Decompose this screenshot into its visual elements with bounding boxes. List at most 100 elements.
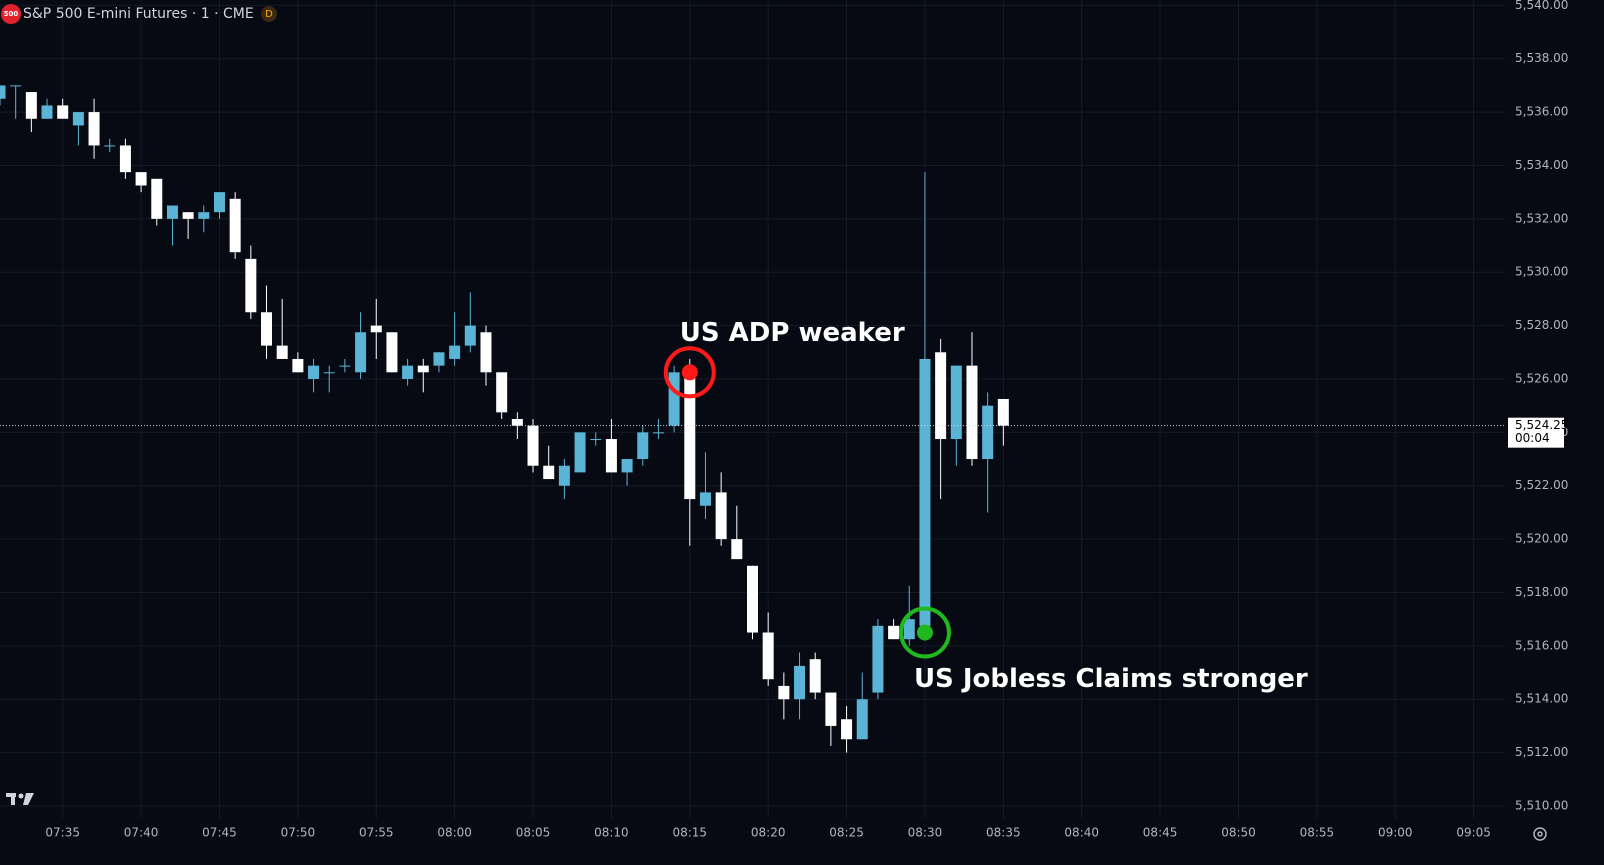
annotation-dot [681,364,698,381]
y-tick-label: 5,512.00 [1515,745,1568,759]
candle-body [511,419,523,426]
status-badge: D [265,9,273,20]
x-tick-label: 08:40 [1064,826,1099,840]
x-tick-label: 07:40 [124,826,159,840]
candle-body [72,112,84,126]
x-tick-label: 07:50 [281,826,316,840]
x-tick-label: 08:45 [1143,826,1178,840]
candle-body [684,372,696,500]
x-tick-label: 09:05 [1456,826,1491,840]
candle-body [966,365,978,460]
candle-body [198,212,210,219]
x-tick-label: 09:00 [1378,826,1413,840]
x-tick-label: 07:55 [359,826,394,840]
candle-body [370,325,382,333]
candle-body [339,365,351,367]
symbol-icon [1,4,21,24]
y-tick-label: 5,522.00 [1515,478,1568,492]
y-tick-label: 5,514.00 [1515,692,1568,706]
candle-body [794,665,806,700]
x-tick-label: 08:05 [516,826,551,840]
candle-body [809,659,821,693]
x-tick-label: 08:10 [594,826,629,840]
candle-body [25,92,37,119]
candle-body [480,332,492,373]
candle-body [778,685,790,700]
candle-body [261,312,273,346]
y-tick-label: 5,530.00 [1515,265,1568,279]
candle-body [292,358,304,373]
candle-body [747,565,758,633]
x-tick-label: 08:50 [1221,826,1256,840]
candle-body [182,212,194,219]
annotation-text: US ADP weaker [680,318,905,348]
candle-body [151,178,163,219]
candle-body [590,439,602,441]
candle-body [574,432,586,473]
candle-body [323,372,335,374]
candle-body [652,432,664,434]
y-tick-label: 5,532.00 [1515,211,1568,225]
symbol-title: S&P 500 E-mini Futures · 1 · CME [23,6,254,22]
candle-body [386,332,398,373]
y-tick-label: 5,538.00 [1515,51,1568,65]
annotation-text: US Jobless Claims stronger [914,664,1308,694]
overlay: 5,510.00 5,512.00 5,514.00 5,516.00 5,518.00… [0,0,1568,840]
x-tick-label: 08:20 [751,826,786,840]
x-tick-label: 08:35 [986,826,1021,840]
y-tick-label: 5,526.00 [1515,371,1568,385]
x-tick-label: 08:30 [908,826,943,840]
x-tick-label: 07:35 [45,826,80,840]
candle-body [872,625,884,693]
candle-body [166,205,178,219]
annotation-ring [663,346,716,399]
grid [0,0,1505,818]
candle-body [355,332,367,373]
candle-body [919,358,931,626]
candle-body [496,372,508,413]
candle-body [104,145,116,147]
candle-body [213,192,225,213]
candle-body [888,625,900,640]
candle-body [825,692,837,726]
candle-body [308,365,320,379]
countdown-label: 00:04 [1515,431,1550,445]
candle-body [903,619,915,640]
candle-body [558,465,570,486]
candle-body [715,492,727,540]
candle-body [88,112,100,146]
last-price-box [1508,417,1564,448]
x-tick-label: 08:55 [1300,826,1335,840]
candle-body [57,105,69,119]
logo [6,793,34,805]
candle-body [935,352,947,440]
candle-body [982,405,994,460]
last-price-label: 5,524.25 [1515,418,1568,432]
candle-body [119,145,131,173]
candle-body [449,345,461,359]
candle-body [0,85,6,99]
candle-body [950,365,962,440]
candle-body [245,258,257,313]
candle-body [10,85,22,87]
y-tick-label: 5,518.00 [1515,585,1568,599]
y-tick-label: 5,534.00 [1515,158,1568,172]
candle-body [135,172,147,186]
candle-body [464,325,476,346]
y-tick-label: 5,528.00 [1515,318,1568,332]
candle-body [841,719,853,740]
x-tick-label: 07:45 [202,826,237,840]
candle-body [621,459,633,473]
candles [0,85,1009,753]
candle-body [433,352,445,366]
candle-body [417,365,429,373]
settings-icon[interactable] [1533,827,1547,841]
candle-body [762,632,774,680]
y-tick-label: 5,536.00 [1515,105,1568,119]
symbol-badge: 500 [4,10,19,18]
y-tick-label: 5,510.00 [1515,798,1568,812]
candle-body [41,105,53,119]
candle-body [276,345,288,359]
candle-body [637,432,649,460]
